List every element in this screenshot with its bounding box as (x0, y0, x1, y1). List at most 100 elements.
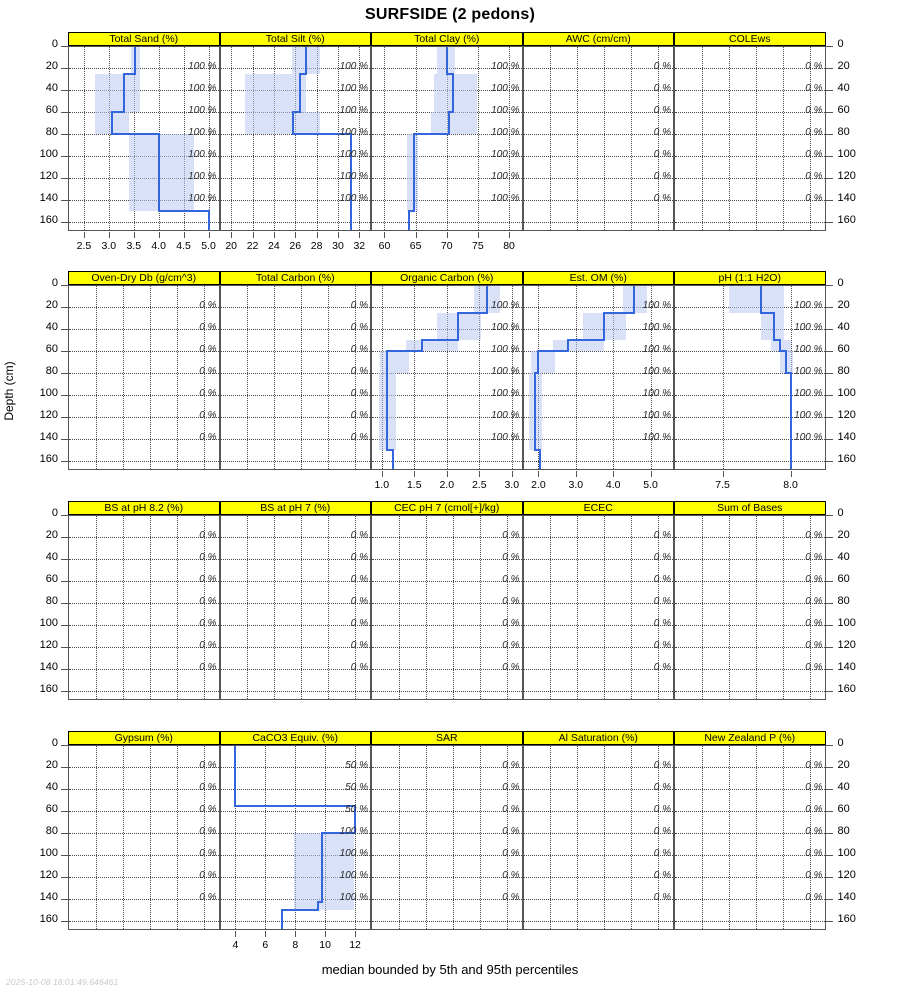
median-line-segment (298, 101, 301, 113)
panel-plot-area: 0 % 0 % 0 % 0 % 0 % 0 % 0 % 0 % (522, 745, 674, 930)
y-axis-tick-mark-left (61, 855, 68, 857)
median-line-segment (407, 211, 410, 230)
panel-plot-area: 100 % 100 % 100 % 100 % 100 % 100 % 100 % 100 % (68, 46, 220, 231)
x-axis-tick-label: 1.0 (374, 479, 390, 491)
pct-annotation: 0 % (199, 596, 217, 608)
y-axis-tick-label-right: 60 (837, 343, 850, 356)
vertical-gridline (176, 285, 178, 469)
pct-annotation: 0 % (805, 804, 823, 816)
y-axis-tick-label-right: 160 (837, 683, 856, 696)
x-axis-tick-mark (384, 232, 386, 238)
vertical-gridline (203, 745, 205, 929)
horizontal-gridline (675, 921, 825, 923)
y-axis-tick-label-right: 100 (837, 148, 856, 161)
panel-plot-area: 0 % 0 % 0 % 0 % 0 % 0 % 0 % 0 % (68, 285, 220, 470)
percentile-band (245, 73, 306, 102)
horizontal-gridline (675, 112, 825, 114)
horizontal-gridline (675, 581, 825, 583)
vertical-gridline (701, 46, 703, 230)
y-axis-tick-label-right: 80 (837, 126, 850, 139)
panel-total-clay: Total Clay (%) 100 % 100 % 100 % 100 % 100 % 1… (371, 32, 523, 231)
x-axis-tick-label: 26 (289, 240, 302, 252)
panel-al-saturation: Al Saturation (%)0 %0 %0 %0 %0 %0 %0 %0 … (522, 731, 674, 930)
median-line-segment (773, 312, 776, 341)
x-axis-tick-mark (265, 931, 267, 937)
vertical-gridline (176, 515, 178, 699)
pct-annotation: 0 % (805, 848, 823, 860)
pct-annotation: 100 % (642, 410, 671, 422)
y-axis-tick-mark-left (61, 745, 68, 746)
median-line-step (292, 133, 352, 136)
y-axis-tick-mark-right (825, 647, 833, 649)
pct-annotation: 0 % (199, 344, 217, 356)
vertical-gridline (809, 745, 811, 929)
vertical-gridline (122, 515, 124, 699)
median-line-segment (298, 73, 301, 102)
x-axis-tick-mark (790, 471, 792, 477)
vertical-gridline (755, 745, 757, 929)
vertical-gridline (728, 515, 730, 699)
median-line-segment (486, 285, 489, 313)
pct-annotation: 100 % (339, 826, 368, 838)
y-axis-tick-mark-right (825, 461, 833, 463)
pct-annotation: 0 % (805, 193, 823, 205)
x-axis-tick-label: 28 (310, 240, 323, 252)
x-axis-tick-mark (231, 232, 233, 238)
horizontal-gridline (69, 461, 219, 463)
panel-strip-label: New Zealand P (%) (674, 731, 826, 745)
pct-annotation: 0 % (350, 388, 368, 400)
percentile-band (245, 101, 306, 113)
panel-strip-label: Sum of Bases (674, 501, 826, 515)
y-axis-tick-mark-right (825, 90, 833, 92)
horizontal-gridline (372, 559, 522, 561)
horizontal-gridline (220, 373, 370, 375)
median-line-segment (316, 902, 319, 911)
vertical-gridline (149, 285, 151, 469)
pct-annotation: 0 % (653, 552, 671, 564)
horizontal-gridline (523, 134, 673, 136)
horizontal-gridline (675, 46, 825, 47)
median-line-segment (354, 805, 357, 812)
panel-caco3-equiv: CaCO3 Equiv. (%)50 %50 %50 %50 %100 %100… (219, 731, 371, 930)
vertical-gridline (355, 515, 357, 699)
y-axis-tick-mark-right (825, 439, 833, 441)
pct-annotation: 0 % (350, 322, 368, 334)
pct-annotation: 0 % (350, 552, 368, 564)
horizontal-gridline (69, 395, 219, 397)
y-axis-tick-mark-right (825, 745, 833, 746)
pct-annotation: 0 % (199, 618, 217, 630)
pct-annotation: 100 % (339, 149, 368, 161)
pct-annotation: 100 % (339, 171, 368, 183)
pct-annotation: 0 % (805, 530, 823, 542)
pct-annotation: 0 % (502, 530, 520, 542)
vertical-gridline (203, 515, 205, 699)
x-axis-tick-mark (295, 931, 297, 937)
y-axis-tick-label-right: 40 (837, 781, 850, 794)
pct-annotation: 100 % (491, 127, 520, 139)
vertical-gridline (108, 46, 110, 230)
pct-annotation: 0 % (350, 618, 368, 630)
pct-annotation: 100 % (642, 322, 671, 334)
horizontal-gridline (69, 855, 219, 857)
x-axis-tick-mark (479, 471, 481, 477)
y-axis-tick-mark-left (61, 767, 68, 769)
median-line-segment (447, 112, 450, 135)
y-axis-tick-mark-left (61, 351, 68, 353)
pct-annotation: 0 % (199, 530, 217, 542)
horizontal-gridline (523, 855, 673, 857)
y-axis-tick-mark-right (825, 691, 833, 693)
horizontal-gridline (69, 439, 219, 441)
pct-annotation: 0 % (653, 760, 671, 772)
y-axis-label: Depth (cm) (2, 361, 16, 421)
y-axis-tick-mark-left (61, 581, 68, 583)
y-axis-tick-mark-left (61, 669, 68, 671)
pct-annotation: 0 % (199, 745, 216, 749)
horizontal-gridline (523, 417, 673, 419)
panel-strip-label: BS at pH 8.2 (%) (68, 501, 220, 515)
horizontal-gridline (372, 811, 522, 813)
y-axis-tick-label-left: 40 (45, 781, 58, 794)
y-axis-tick-label-left: 20 (45, 759, 58, 772)
pct-annotation: 100 % (794, 300, 823, 312)
panel-total-sand: Total Sand (%) 100 % 100 % 100 % 100 % 100 % 1… (68, 32, 220, 231)
